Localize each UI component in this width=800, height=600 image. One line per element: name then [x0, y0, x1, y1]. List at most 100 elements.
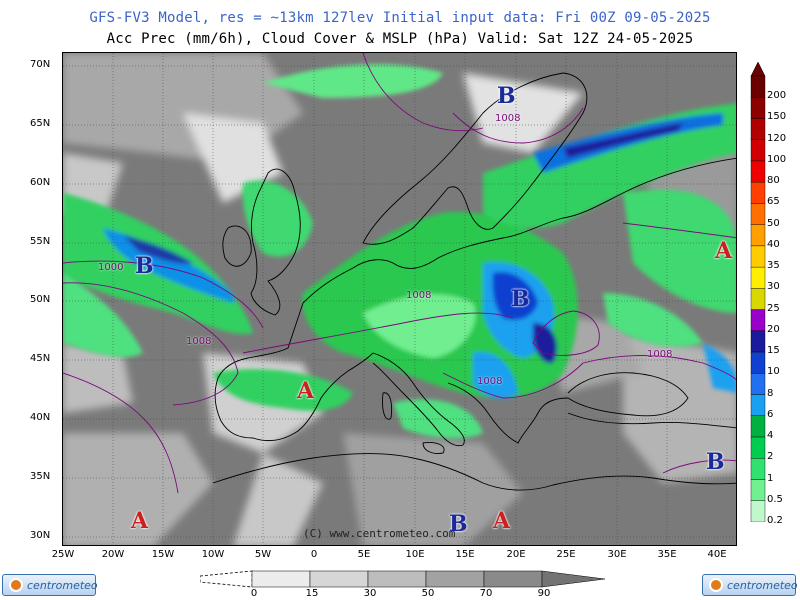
colorbar-label: 1	[767, 472, 774, 484]
colorbar-top-arrow	[750, 62, 766, 77]
cloud-cover-bar	[200, 570, 606, 588]
colorbar-label: 40	[767, 238, 780, 250]
high-pressure-center: A	[715, 238, 733, 264]
lat-label: 40N	[30, 412, 51, 423]
lon-label: 5W	[254, 549, 272, 560]
colorbar-swatch	[750, 118, 766, 140]
lon-label: 15W	[151, 549, 175, 560]
lat-label: 45N	[30, 353, 51, 364]
colorbar-swatch	[750, 415, 766, 438]
cloud-scale-label: 15	[305, 588, 319, 599]
colorbar-swatch	[750, 160, 766, 183]
isobar-label: 1008	[477, 376, 503, 387]
low-pressure-center: B	[511, 286, 530, 312]
isobar-label: 1008	[406, 290, 432, 301]
cloud-scale-label: 50	[421, 588, 435, 599]
colorbar-swatch	[750, 309, 766, 332]
colorbar-label: 100	[767, 153, 787, 165]
cloud-scale-label: 90	[537, 588, 551, 599]
lon-label: 25E	[556, 549, 576, 560]
centrometeo-logo-right[interactable]: centrometeo	[702, 574, 798, 596]
map-title-line-1: GFS-FV3 Model, res = ~13km 127lev Initia…	[89, 10, 711, 26]
colorbar-label: 30	[767, 281, 780, 293]
colorbar-label: 20	[767, 323, 780, 335]
colorbar-label: 120	[767, 132, 787, 144]
colorbar-label: 0.2	[767, 515, 783, 526]
lon-label: 10W	[201, 549, 225, 560]
isobar-label: 1008	[647, 349, 673, 360]
high-pressure-center: A	[493, 508, 511, 534]
lon-label: 20E	[506, 549, 526, 560]
low-pressure-center: B	[449, 511, 468, 537]
cloud-scale-label: 0	[250, 588, 258, 599]
lon-label: 0	[310, 549, 318, 560]
logo-text: centrometeo	[727, 579, 798, 592]
colorbar-swatch	[750, 203, 766, 225]
isobar-label: 1000	[98, 262, 124, 273]
colorbar-label: 65	[767, 196, 780, 208]
copyright-text: (C) www.centrometeo.com	[303, 527, 456, 540]
colorbar-swatch	[750, 288, 766, 310]
colorbar-label: 150	[767, 111, 787, 123]
lat-label: 70N	[30, 59, 51, 70]
lat-label: 30N	[30, 530, 51, 541]
high-pressure-center: A	[297, 378, 315, 404]
colorbar-label: 15	[767, 345, 780, 357]
weather-map[interactable]: 1008 1000 1008 1008 1008 1008 B B B B B …	[62, 52, 737, 546]
colorbar-swatch	[750, 181, 766, 204]
logo-icon	[9, 578, 23, 592]
lat-label: 65N	[30, 118, 51, 129]
lon-label: 20W	[101, 549, 125, 560]
colorbar-label: 0.5	[767, 493, 783, 505]
lon-label: 5E	[357, 549, 371, 560]
cloud-scale-label: 30	[363, 588, 377, 599]
precipitation-layer	[63, 64, 736, 439]
lon-label: 25W	[51, 549, 75, 560]
lon-label: 30E	[607, 549, 627, 560]
lon-label: 40E	[707, 549, 727, 560]
colorbar-swatch	[750, 266, 766, 289]
colorbar-swatch	[750, 394, 766, 417]
colorbar-swatch	[750, 75, 766, 98]
low-pressure-center: B	[706, 449, 725, 475]
colorbar-label: 35	[767, 260, 780, 272]
coastlines	[212, 72, 736, 491]
logo-icon	[709, 578, 723, 592]
colorbar-swatch	[750, 500, 766, 522]
lat-label: 60N	[30, 177, 51, 188]
lat-label: 35N	[30, 471, 51, 482]
centrometeo-logo-left[interactable]: centrometeo	[2, 574, 98, 596]
colorbar-swatch	[750, 479, 766, 501]
precip-colorbar	[750, 62, 766, 522]
colorbar-swatch	[750, 373, 766, 395]
lat-label: 50N	[30, 294, 51, 305]
lat-label: 55N	[30, 236, 51, 247]
lon-label: 15E	[455, 549, 475, 560]
map-canvas	[63, 53, 736, 545]
colorbar-swatch	[750, 245, 766, 268]
colorbar-label: 8	[767, 387, 774, 399]
logo-text: centrometeo	[27, 579, 98, 592]
colorbar-swatch	[750, 436, 766, 459]
colorbar-label: 2	[767, 451, 774, 463]
colorbar-swatch	[750, 97, 766, 119]
colorbar-label: 4	[767, 430, 774, 442]
colorbar-label: 10	[767, 366, 780, 378]
colorbar-swatch	[750, 458, 766, 480]
isobars	[63, 53, 736, 494]
map-title-line-2: Acc Prec (mm/6h), Cloud Cover & MSLP (hP…	[106, 31, 694, 47]
colorbar-label: 80	[767, 175, 780, 187]
colorbar-swatch	[750, 351, 766, 374]
low-pressure-center: B	[497, 83, 516, 109]
colorbar-label: 200	[767, 90, 787, 102]
lon-label: 35E	[657, 549, 677, 560]
colorbar-swatch	[750, 224, 766, 247]
low-pressure-center: B	[135, 253, 154, 279]
high-pressure-center: A	[131, 508, 149, 534]
graticule	[63, 53, 736, 545]
lon-label: 10E	[405, 549, 425, 560]
colorbar-swatch	[750, 330, 766, 353]
colorbar-swatch	[750, 139, 766, 162]
colorbar-label: 50	[767, 217, 780, 229]
colorbar-label: 25	[767, 302, 780, 314]
